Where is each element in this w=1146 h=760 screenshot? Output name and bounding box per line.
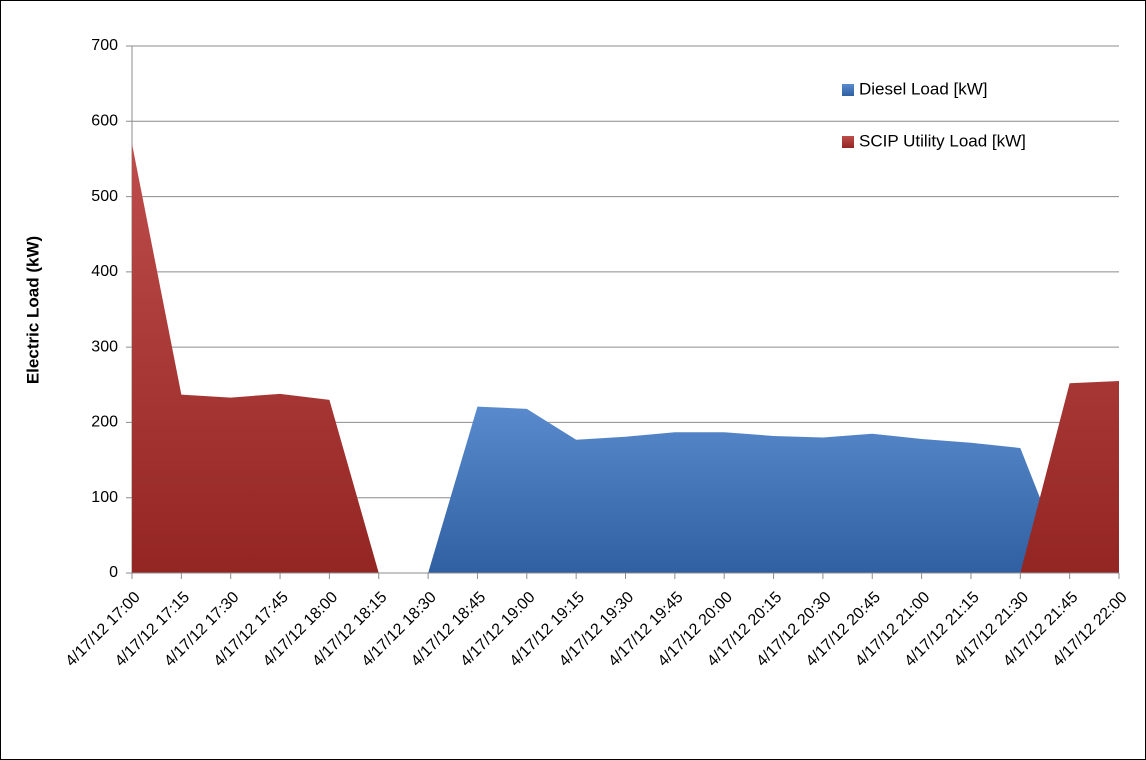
y-tick-label: 0: [109, 564, 118, 581]
y-tick-label: 200: [91, 414, 118, 431]
legend-swatch: [842, 84, 854, 96]
area: [132, 406, 1119, 573]
y-axis-label: Electric Load (kW): [23, 236, 42, 384]
legend-swatch: [842, 136, 854, 148]
y-tick-label: 500: [91, 188, 118, 205]
y-tick-label: 600: [91, 113, 118, 130]
y-tick-label: 400: [91, 263, 118, 280]
y-tick-label: 700: [91, 37, 118, 54]
y-tick-label: 100: [91, 489, 118, 506]
legend-label: Diesel Load [kW]: [859, 79, 988, 98]
area: [132, 143, 1119, 573]
y-tick-label: 300: [91, 338, 118, 355]
legend-label: SCIP Utility Load [kW]: [859, 131, 1026, 150]
